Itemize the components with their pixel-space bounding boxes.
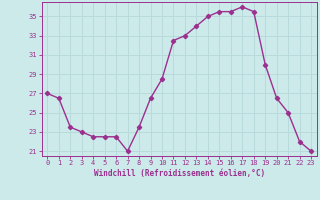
X-axis label: Windchill (Refroidissement éolien,°C): Windchill (Refroidissement éolien,°C) xyxy=(94,169,265,178)
